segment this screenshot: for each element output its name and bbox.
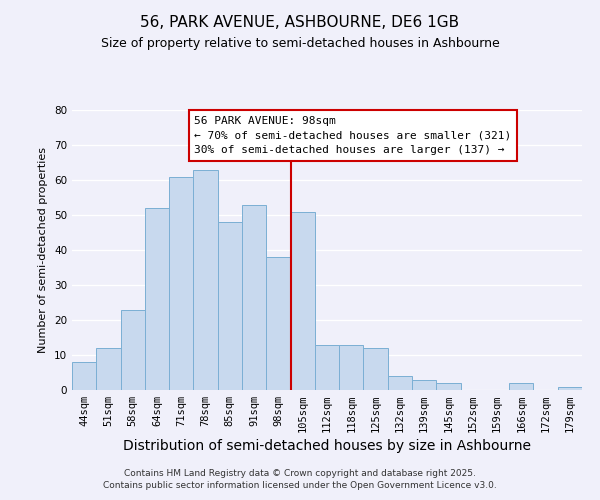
Bar xyxy=(121,310,145,390)
Bar xyxy=(436,383,461,390)
Bar xyxy=(339,344,364,390)
Bar xyxy=(242,204,266,390)
Bar xyxy=(364,348,388,390)
Bar xyxy=(218,222,242,390)
Bar xyxy=(509,383,533,390)
Bar xyxy=(145,208,169,390)
Bar xyxy=(72,362,96,390)
Bar xyxy=(412,380,436,390)
Bar xyxy=(96,348,121,390)
Text: Contains public sector information licensed under the Open Government Licence v3: Contains public sector information licen… xyxy=(103,481,497,490)
Text: Size of property relative to semi-detached houses in Ashbourne: Size of property relative to semi-detach… xyxy=(101,38,499,51)
Bar xyxy=(169,176,193,390)
Text: Contains HM Land Registry data © Crown copyright and database right 2025.: Contains HM Land Registry data © Crown c… xyxy=(124,468,476,477)
Bar xyxy=(315,344,339,390)
Text: 56 PARK AVENUE: 98sqm
← 70% of semi-detached houses are smaller (321)
30% of sem: 56 PARK AVENUE: 98sqm ← 70% of semi-deta… xyxy=(194,116,512,155)
Text: 56, PARK AVENUE, ASHBOURNE, DE6 1GB: 56, PARK AVENUE, ASHBOURNE, DE6 1GB xyxy=(140,15,460,30)
Y-axis label: Number of semi-detached properties: Number of semi-detached properties xyxy=(38,147,49,353)
Bar xyxy=(266,257,290,390)
Bar xyxy=(388,376,412,390)
Bar xyxy=(193,170,218,390)
Bar xyxy=(290,212,315,390)
Bar xyxy=(558,386,582,390)
X-axis label: Distribution of semi-detached houses by size in Ashbourne: Distribution of semi-detached houses by … xyxy=(123,440,531,454)
